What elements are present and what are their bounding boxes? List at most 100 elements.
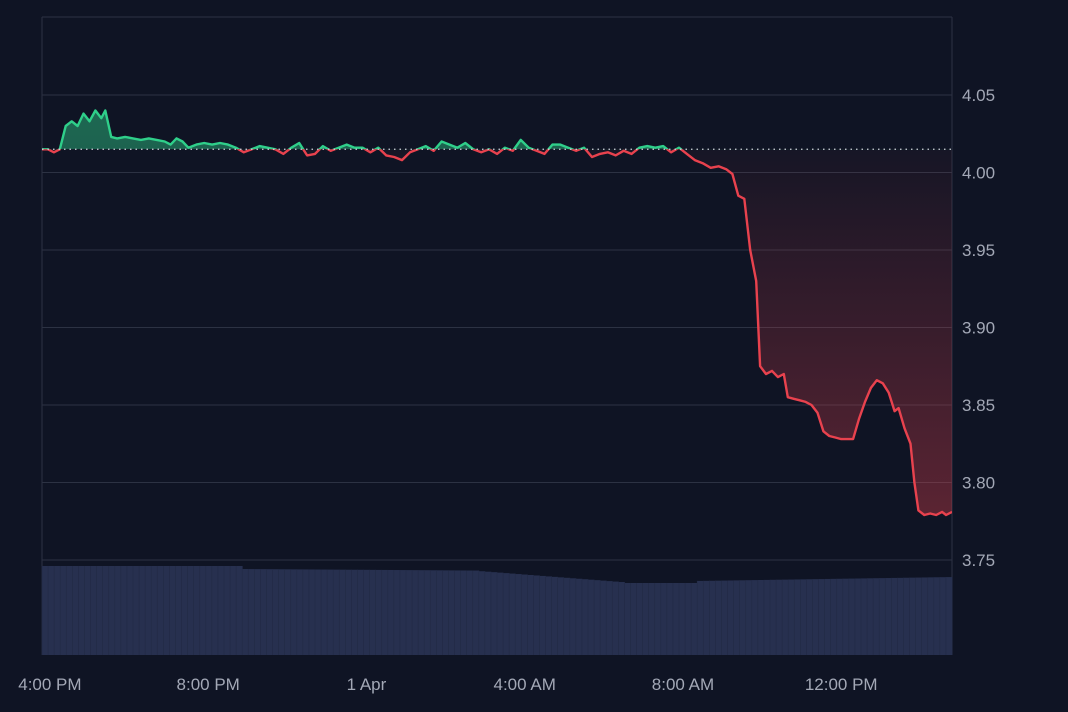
volume-bar	[945, 577, 953, 655]
volume-bar	[703, 580, 710, 655]
volume-bar	[551, 576, 559, 655]
volume-bar	[606, 581, 613, 655]
volume-bar	[885, 578, 892, 655]
volume-bar	[466, 570, 474, 655]
volume-bar	[497, 572, 504, 655]
volume-bar	[460, 570, 468, 655]
volume-bar	[442, 570, 449, 655]
volume-bar	[509, 573, 516, 655]
volume-bar	[114, 566, 122, 655]
volume-bar	[873, 578, 880, 655]
volume-bar	[399, 570, 407, 655]
volume-bar	[782, 579, 789, 655]
volume-bar	[903, 577, 910, 655]
volume-bar	[490, 572, 498, 655]
volume-bar	[175, 566, 182, 655]
volume-bar	[642, 583, 650, 655]
volume-bar	[393, 570, 401, 655]
area-below-reference	[42, 149, 952, 515]
volume-bar	[612, 581, 619, 655]
volume-bar	[515, 574, 522, 655]
volume-bar	[745, 580, 753, 655]
volume-bar	[527, 574, 534, 655]
volume-bar	[630, 583, 637, 655]
volume-bar	[751, 580, 759, 655]
volume-bar	[290, 569, 298, 655]
volume-bar	[921, 577, 929, 655]
volume-bar	[181, 566, 188, 655]
volume-bar	[836, 578, 844, 655]
volume-bar	[770, 579, 777, 655]
volume-bar	[108, 566, 116, 655]
volume-bar	[339, 569, 346, 655]
volume-bar	[721, 580, 728, 655]
volume-bar	[272, 569, 279, 655]
volume-bar	[739, 580, 747, 655]
volume-bar	[484, 571, 492, 655]
volume-bar	[915, 577, 923, 655]
volume-bar	[812, 579, 819, 655]
volume-bar	[697, 580, 704, 655]
volume-bar	[48, 566, 55, 655]
volume-bar	[830, 578, 838, 655]
volume-bar	[145, 566, 152, 655]
volume-bar	[648, 583, 656, 655]
y-tick-label: 3.85	[962, 396, 995, 415]
volume-bar	[151, 566, 158, 655]
volume-bar	[472, 570, 480, 655]
volume-bar	[861, 578, 868, 655]
volume-bar	[733, 580, 741, 655]
volume-bar	[691, 583, 698, 655]
volume-bar	[387, 569, 395, 655]
price-line-down	[42, 149, 952, 517]
volume-bar	[521, 574, 528, 655]
volume-bar	[90, 566, 97, 655]
volume-bar	[102, 566, 110, 655]
volume-bar	[418, 570, 425, 655]
volume-bar	[42, 566, 49, 655]
volume-bar	[193, 566, 201, 655]
volume-bar	[842, 578, 850, 655]
volume-bar	[879, 578, 886, 655]
volume-bar	[588, 579, 595, 655]
volume-bar	[266, 569, 273, 655]
volume-bar	[776, 579, 783, 655]
volume-bar	[600, 580, 607, 655]
price-line	[42, 109, 952, 517]
volume-bar	[939, 577, 947, 655]
volume-bar	[72, 566, 79, 655]
volume-bar	[848, 578, 856, 655]
volume-bar	[327, 569, 334, 655]
volume-bar	[654, 583, 662, 655]
volume-bar	[66, 566, 73, 655]
volume-bar	[794, 579, 801, 655]
x-tick-label: 1 Apr	[347, 675, 387, 694]
volume-bar	[199, 566, 207, 655]
volume-bar	[618, 582, 625, 655]
volume-bar	[478, 571, 486, 655]
volume-bar	[296, 569, 304, 655]
volume-bar	[503, 573, 510, 655]
y-tick-label: 3.75	[962, 551, 995, 570]
volume-bar	[557, 577, 565, 655]
y-tick-label: 3.80	[962, 474, 995, 493]
y-tick-label: 4.00	[962, 164, 995, 183]
volume-bar	[685, 583, 692, 655]
volume-bar	[187, 566, 195, 655]
volume-bar	[357, 569, 364, 655]
volume-bar	[539, 575, 546, 655]
gridlines	[42, 94, 952, 561]
volume-bar	[454, 570, 461, 655]
x-tick-label: 8:00 AM	[652, 675, 714, 694]
volume-bar	[666, 583, 674, 655]
volume-bar	[242, 569, 249, 655]
volume-bar	[594, 580, 601, 655]
price-line-up	[42, 109, 683, 150]
volume-bar	[891, 577, 898, 655]
volume-bar	[800, 579, 807, 655]
volume-bar	[897, 577, 904, 655]
volume-bar	[933, 577, 941, 655]
volume-bar	[315, 569, 322, 655]
volume-bar	[545, 576, 552, 655]
